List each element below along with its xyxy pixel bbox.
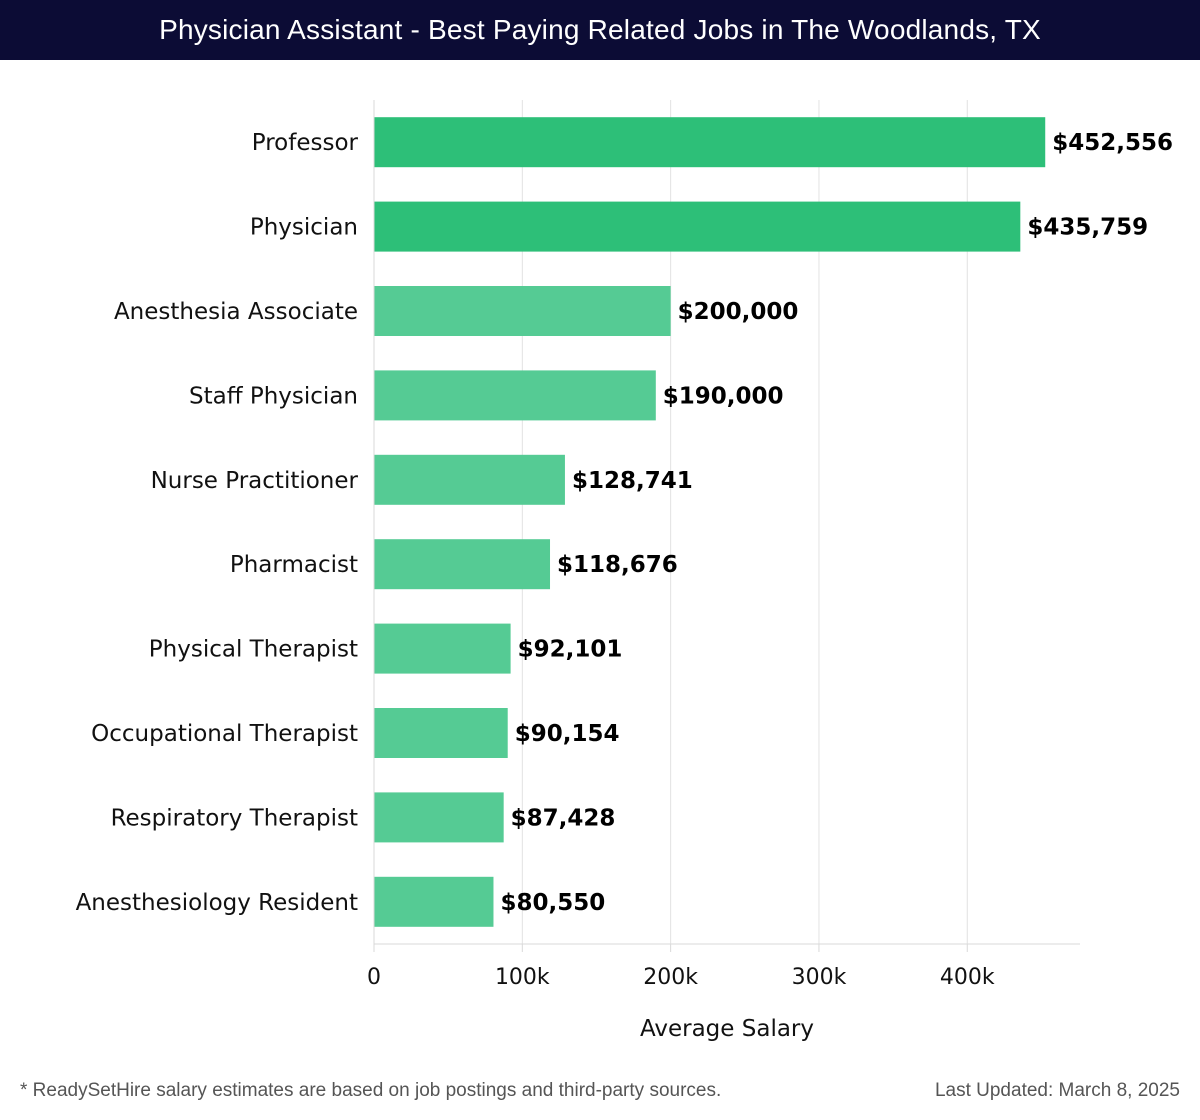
x-tick-label: 400k [940, 965, 995, 990]
value-label: $452,556 [1052, 130, 1173, 156]
value-label: $87,428 [511, 805, 616, 831]
x-axis: 0 100k 200k 300k 400k Average Salary [367, 100, 1080, 1042]
x-tick-label: 100k [495, 965, 550, 990]
x-tick-label: 200k [643, 965, 698, 990]
category-labels: Professor Physician Anesthesia Associate St… [76, 130, 359, 916]
category-label: Respiratory Therapist [111, 805, 358, 831]
bar [374, 539, 551, 590]
bar [374, 370, 656, 421]
bar [374, 708, 508, 758]
bar [374, 117, 1046, 168]
category-label: Nurse Practitioner [151, 468, 359, 494]
value-label: $200,000 [678, 299, 799, 325]
page-title: Physician Assistant - Best Paying Relate… [159, 14, 1041, 45]
title-bar: Physician Assistant - Best Paying Relate… [0, 0, 1200, 60]
bar [374, 623, 511, 674]
bar [374, 876, 494, 927]
category-label: Anesthesiology Resident [76, 890, 358, 916]
bar [374, 286, 671, 336]
value-label: $92,101 [518, 637, 623, 663]
value-label: $90,154 [515, 721, 620, 747]
x-tick-label: 0 [367, 965, 381, 990]
bars [374, 117, 1046, 927]
category-label: Pharmacist [230, 552, 358, 578]
value-label: $190,000 [663, 383, 784, 409]
last-updated: Last Updated: March 8, 2025 [934, 1080, 1180, 1101]
bar [374, 201, 1021, 252]
category-label: Physician [250, 215, 358, 241]
value-label: $80,550 [500, 890, 605, 916]
category-label: Professor [252, 130, 359, 156]
bar [374, 792, 504, 843]
value-labels: $452,556 $435,759 $200,000 $190,000 $128,741… [500, 130, 1173, 916]
bar [374, 454, 565, 505]
category-label: Physical Therapist [149, 637, 358, 663]
category-label: Staff Physician [189, 383, 358, 409]
category-label: Anesthesia Associate [114, 299, 358, 325]
footer-note: * ReadySetHire salary estimates are base… [20, 1080, 722, 1101]
value-label: $435,759 [1027, 215, 1148, 241]
x-axis-title: Average Salary [640, 1016, 814, 1042]
x-tick-label: 300k [792, 965, 847, 990]
value-label: $128,741 [572, 468, 693, 494]
value-label: $118,676 [557, 552, 678, 578]
category-label: Occupational Therapist [91, 721, 358, 747]
bar-chart: Professor Physician Anesthesia Associate St… [76, 100, 1173, 1042]
